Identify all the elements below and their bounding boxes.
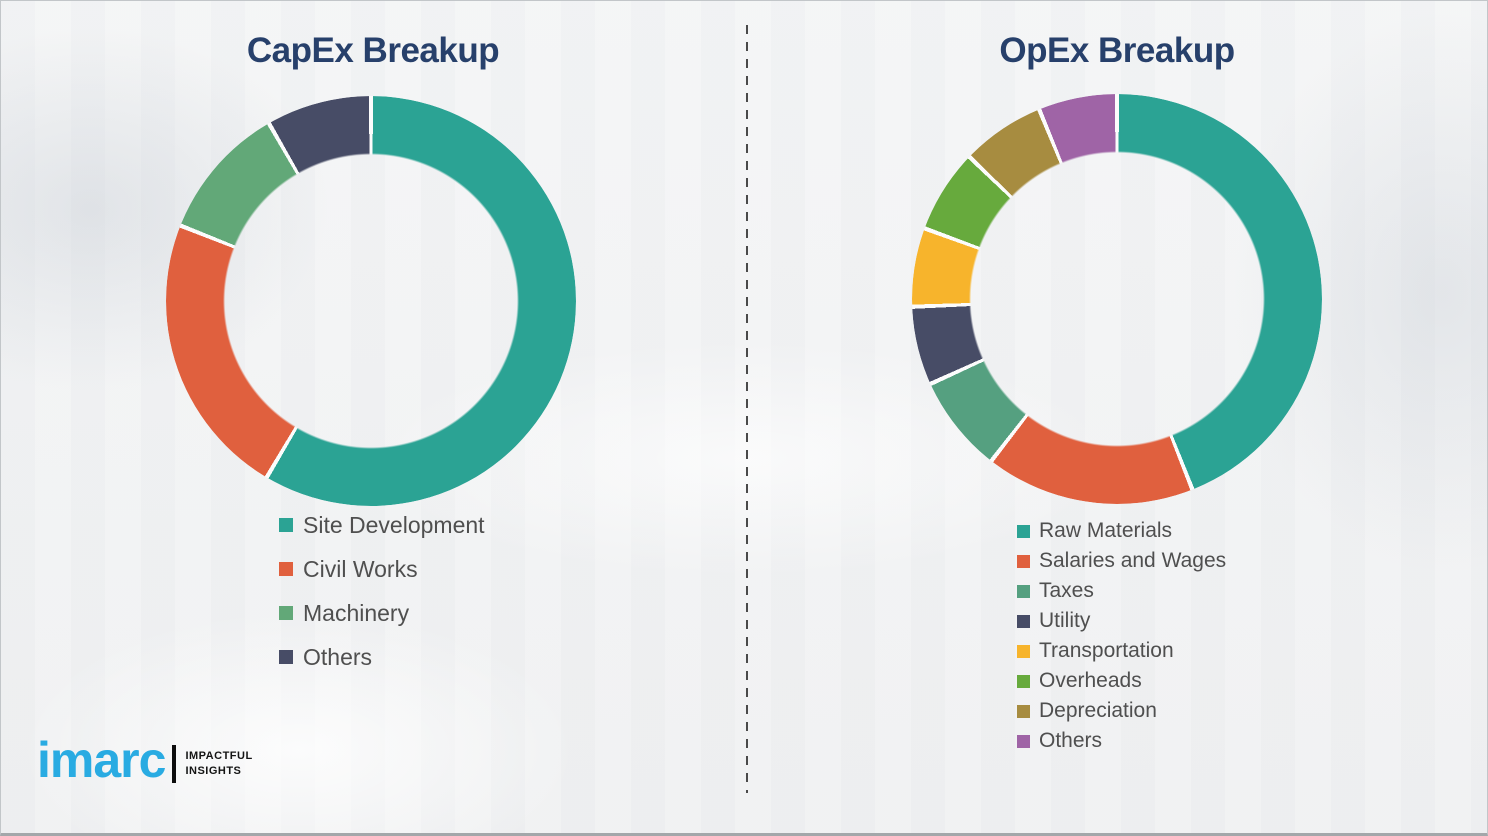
capex-donut-chart	[166, 96, 576, 506]
legend-swatch	[1017, 674, 1030, 688]
legend-swatch	[1017, 734, 1030, 748]
legend-item-transportation: Transportation	[1017, 636, 1226, 666]
legend-label: Salaries and Wages	[1039, 549, 1227, 572]
legend-label: Depreciation	[1039, 699, 1157, 722]
legend-swatch	[1017, 584, 1030, 598]
legend-item-taxes: Taxes	[1017, 576, 1226, 606]
logo-tagline: IMPACTFUL INSIGHTS	[185, 749, 252, 779]
legend-item-salaries-and-wages: Salaries and Wages	[1017, 546, 1226, 576]
legend-item-utility: Utility	[1017, 606, 1226, 636]
logo-tagline-line2: INSIGHTS	[185, 765, 242, 777]
capex-legend: Site Development Civil Works Machinery O…	[279, 511, 485, 689]
legend-label: Machinery	[303, 599, 410, 626]
opex-donut-chart	[912, 94, 1322, 504]
legend-label: Others	[1039, 729, 1103, 752]
legend-label: Others	[303, 643, 373, 670]
opex-legend: Raw Materials Salaries and Wages Taxes U…	[1017, 516, 1226, 756]
vertical-dashed-divider	[746, 25, 748, 793]
legend-swatch	[1017, 644, 1030, 658]
legend-item-civil-works: Civil Works	[279, 555, 485, 582]
legend-swatch	[279, 518, 293, 532]
legend-item-depreciation: Depreciation	[1017, 696, 1226, 726]
legend-label: Civil Works	[303, 555, 418, 582]
legend-swatch	[1017, 524, 1030, 538]
legend-label: Transportation	[1039, 639, 1174, 662]
legend-swatch	[1017, 704, 1030, 718]
legend-item-machinery: Machinery	[279, 599, 485, 626]
legend-swatch	[1017, 554, 1030, 568]
legend-swatch	[279, 650, 293, 664]
legend-item-overheads: Overheads	[1017, 666, 1226, 696]
legend-label: Taxes	[1039, 579, 1094, 602]
legend-swatch	[1017, 614, 1030, 628]
capex-title: CapEx Breakup	[246, 31, 500, 70]
imarc-brand-text: imarc	[37, 732, 166, 788]
legend-swatch	[279, 562, 293, 576]
logo-tagline-line1: IMPACTFUL	[185, 750, 253, 763]
legend-item-raw-materials: Raw Materials	[1017, 516, 1226, 546]
imarc-logo: imarc IMPACTFUL INSIGHTS	[37, 735, 253, 789]
opex-panel: OpEx Breakup Raw Materials Salaries and …	[745, 1, 1487, 833]
legend-item-site-development: Site Development	[279, 511, 485, 538]
capex-panel: CapEx Breakup Site Development Civil Wor…	[1, 1, 745, 833]
legend-label: Overheads	[1039, 669, 1142, 692]
legend-item-others-opex: Others	[1017, 726, 1226, 756]
legend-swatch	[279, 606, 293, 620]
legend-label: Utility	[1039, 609, 1091, 632]
legend-label: Site Development	[303, 511, 485, 538]
logo-separator-bar	[172, 745, 177, 783]
opex-title: OpEx Breakup	[999, 31, 1235, 70]
legend-item-others-capex: Others	[279, 643, 485, 670]
legend-label: Raw Materials	[1039, 519, 1173, 542]
